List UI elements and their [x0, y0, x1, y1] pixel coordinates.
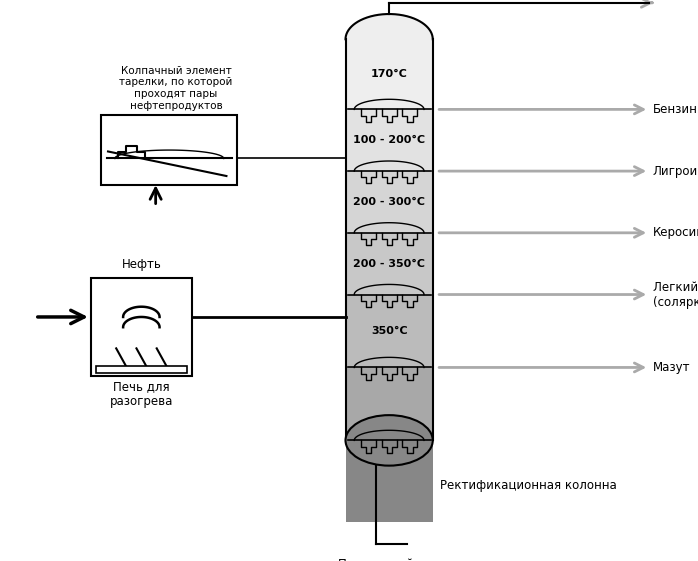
- Bar: [346, 440, 433, 522]
- Text: Легкий газоиль
(солярка): Легкий газоиль (солярка): [653, 280, 698, 309]
- Bar: [346, 367, 433, 440]
- Polygon shape: [346, 14, 433, 39]
- Bar: [346, 295, 433, 367]
- Text: Нефть: Нефть: [121, 258, 161, 271]
- Text: 170°C: 170°C: [371, 70, 408, 79]
- Bar: [346, 171, 433, 233]
- Text: 200 - 300°C: 200 - 300°C: [353, 197, 425, 207]
- Bar: [96, 366, 187, 373]
- Bar: [346, 109, 433, 171]
- Text: Ректификационная колонна: Ректификационная колонна: [440, 479, 616, 492]
- Text: Колпачный элемент
тарелки, по которой
проходят пары
нефтепродуктов: Колпачный элемент тарелки, по которой пр…: [119, 66, 232, 111]
- Text: 200 - 350°C: 200 - 350°C: [353, 259, 425, 269]
- Ellipse shape: [346, 415, 433, 466]
- Bar: [346, 233, 433, 295]
- Bar: [91, 278, 192, 376]
- Bar: [101, 115, 237, 185]
- Text: 100 - 200°C: 100 - 200°C: [353, 135, 425, 145]
- Text: Мазут: Мазут: [653, 361, 690, 374]
- Text: Бензин: Бензин: [653, 103, 697, 116]
- Text: Лигроин: Лигроин: [653, 164, 698, 178]
- Text: Перегретый пар: Перегретый пар: [338, 558, 440, 561]
- Text: 350°C: 350°C: [371, 326, 408, 336]
- Text: Печь для
разогрева: Печь для разогрева: [110, 380, 173, 408]
- Text: Керосин: Керосин: [653, 226, 698, 240]
- Bar: [346, 39, 433, 109]
